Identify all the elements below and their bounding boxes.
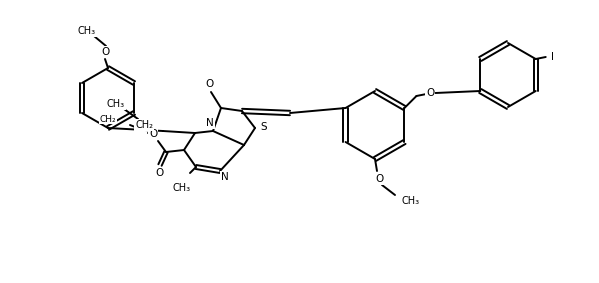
Text: O: O bbox=[102, 47, 110, 57]
Text: CH₂: CH₂ bbox=[135, 120, 153, 130]
Text: CH₃: CH₃ bbox=[173, 183, 191, 193]
Text: N: N bbox=[221, 172, 229, 182]
Text: CH₃: CH₃ bbox=[107, 99, 125, 109]
Text: I: I bbox=[551, 52, 554, 62]
Text: N: N bbox=[206, 118, 214, 128]
Text: O: O bbox=[426, 88, 434, 98]
Text: S: S bbox=[261, 122, 267, 132]
Text: O: O bbox=[156, 168, 164, 178]
Text: CH₃: CH₃ bbox=[401, 196, 419, 206]
Text: O: O bbox=[149, 129, 157, 139]
Text: CH₃: CH₃ bbox=[78, 26, 96, 36]
Text: O: O bbox=[206, 79, 214, 89]
Text: O: O bbox=[375, 174, 383, 184]
Text: CH₂: CH₂ bbox=[99, 115, 116, 123]
